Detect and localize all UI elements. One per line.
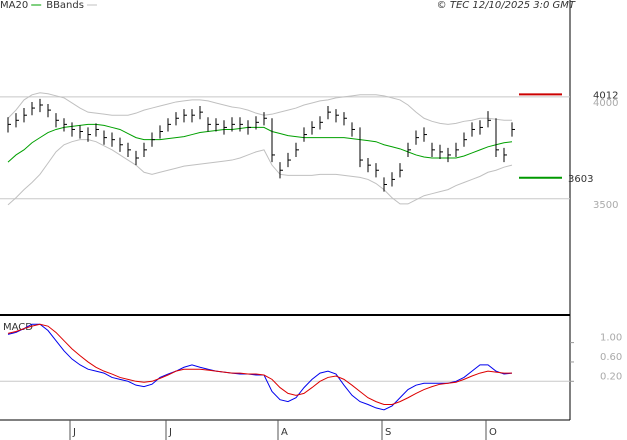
y-tick-label: 4000 <box>593 98 618 109</box>
y-tick-label: 1.00 <box>600 333 622 344</box>
y-tick-label: 0.60 <box>600 352 622 363</box>
x-tick-label: S <box>385 427 391 438</box>
legend-label: MA20 <box>0 0 28 11</box>
x-tick-label: J <box>72 427 76 438</box>
macd-line <box>7 323 513 411</box>
level-label: 3603 <box>568 174 593 185</box>
x-tick-label: J <box>168 427 172 438</box>
legend-label: BBands <box>46 0 84 11</box>
level-label: 4012 <box>593 90 618 101</box>
macd-title: MACD <box>3 322 33 333</box>
y-tick-label: 3500 <box>593 200 618 211</box>
header: © TEC 12/10/2025 3:0 GMT <box>437 0 576 11</box>
macd-line <box>7 323 512 406</box>
bband-line <box>7 92 512 125</box>
x-tick-label: O <box>489 427 497 438</box>
x-tick-label: A <box>281 427 288 438</box>
ma-line <box>7 123 513 163</box>
bband-line <box>7 139 513 206</box>
y-tick-label: 0.20 <box>600 371 622 382</box>
